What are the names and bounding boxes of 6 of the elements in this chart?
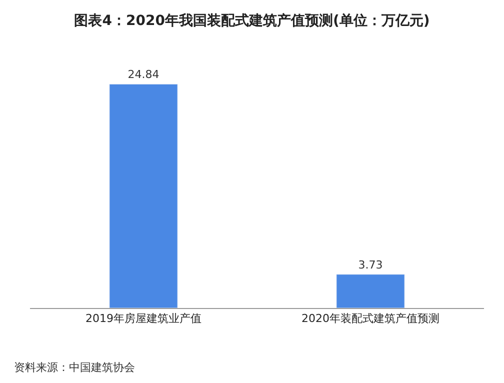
x-tick-label: 2019年房屋建筑业产值 <box>86 312 202 326</box>
text: 资料来源：中国建筑协会 <box>14 361 135 374</box>
data-label: 3.73 <box>358 258 383 272</box>
x-tick-label: 2020年装配式建筑产值预测 <box>302 312 440 326</box>
chart-title: 图表4：2020年我国装配式建筑产值预测(单位：万亿元) <box>74 12 430 30</box>
data-label: 24.84 <box>128 68 160 82</box>
